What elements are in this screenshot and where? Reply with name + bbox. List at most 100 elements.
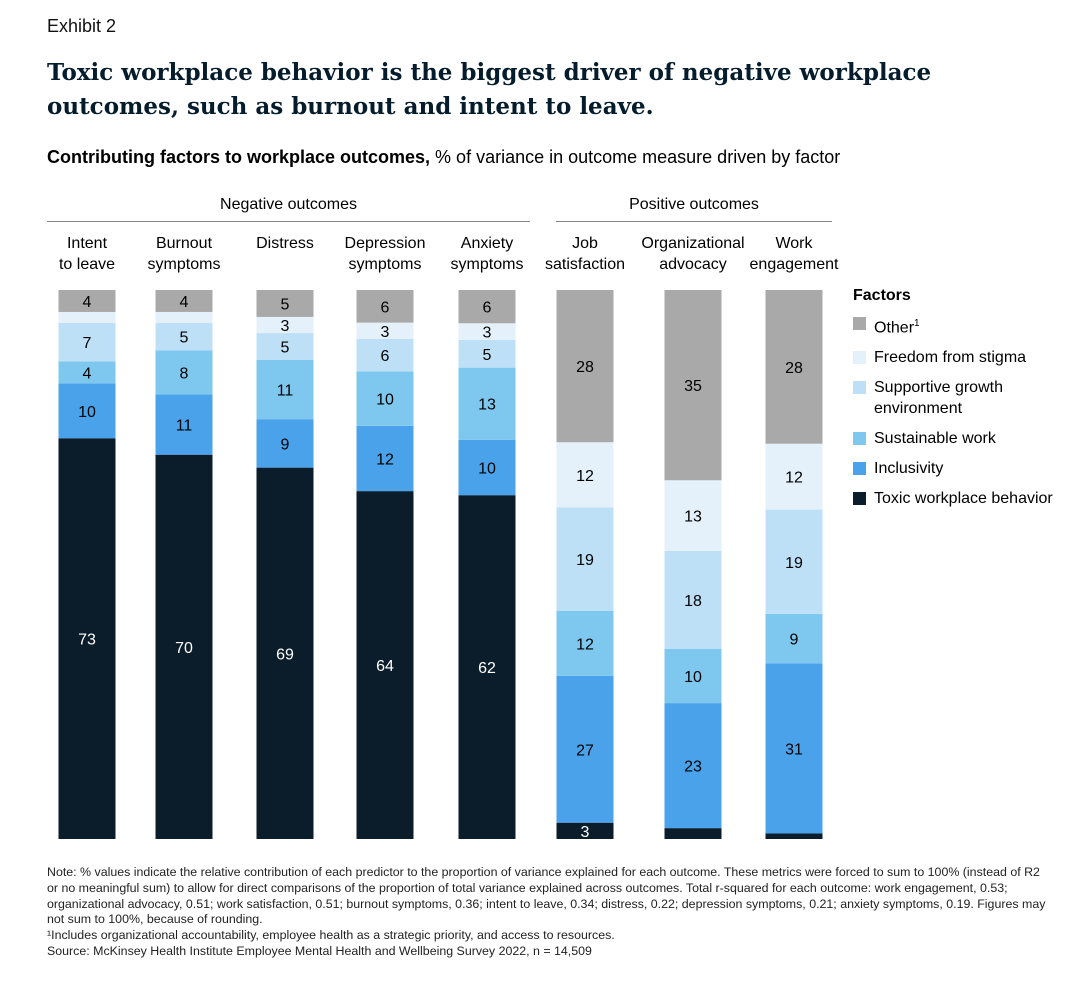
- value-label-anxiety-symptoms-inclusivity: 10: [478, 460, 496, 477]
- legend-label-other: Other1: [874, 318, 920, 337]
- bar-work-engagement-sustainable-work: [765, 613, 823, 664]
- value-label-intent-to-leave-other: 4: [83, 294, 92, 311]
- bar-job-satisfaction-sustainable-work: [556, 610, 614, 676]
- value-label-intent-to-leave-toxic-workplace-behavior: 73: [78, 632, 96, 649]
- legend-item-inclusivity: Inclusivity: [853, 458, 1053, 479]
- legend-swatch-other: [853, 317, 866, 330]
- bar-distress-sustainable-work: [256, 359, 314, 420]
- subtitle-rest: % of variance in outcome measure driven …: [430, 147, 841, 167]
- bar-distress-supportive-growth-environment: [256, 333, 314, 360]
- bar-depression-symptoms-supportive-growth-environment: [356, 338, 414, 372]
- footnote-text: ¹Includes organizational accountability,…: [47, 928, 615, 943]
- bar-depression-symptoms-sustainable-work: [356, 371, 414, 426]
- value-label-burnout-symptoms-other: 4: [180, 294, 189, 311]
- bar-organizational-advocacy-inclusivity: [664, 703, 722, 829]
- legend-swatch-toxic-workplace-behavior: [853, 492, 866, 506]
- value-label-job-satisfaction-inclusivity: 27: [576, 742, 594, 759]
- value-label-distress-other: 5: [281, 296, 290, 313]
- value-label-intent-to-leave-supportive-growth-environment: 7: [83, 335, 92, 352]
- value-label-job-satisfaction-freedom-from-stigma: 12: [576, 468, 594, 485]
- category-label-distress: Distress: [256, 235, 314, 252]
- legend-swatch-freedom-from-stigma: [853, 351, 866, 365]
- legend-item-toxic-workplace-behavior: Toxic workplace behavior: [853, 488, 1053, 509]
- category-label-job-satisfaction: Job satisfaction: [544, 235, 626, 273]
- chart-title: Toxic workplace behavior is the biggest …: [47, 59, 932, 120]
- bar-organizational-advocacy-other: [664, 290, 722, 481]
- bar-anxiety-symptoms-supportive-growth-environment: [458, 339, 516, 368]
- bar-job-satisfaction-other: [556, 290, 614, 443]
- value-label-burnout-symptoms-supportive-growth-environment: 5: [180, 330, 189, 347]
- subtitle-bold: Contributing factors to workplace outcom…: [47, 147, 431, 167]
- bar-burnout-symptoms-other: [155, 290, 213, 312]
- value-label-organizational-advocacy-freedom-from-stigma: 13: [684, 509, 702, 526]
- group-label-positive: Positive outcomes: [629, 196, 759, 213]
- legend-label-inclusivity: Inclusivity: [874, 460, 944, 478]
- value-label-organizational-advocacy-sustainable-work: 10: [684, 669, 702, 686]
- bar-depression-symptoms-other: [356, 290, 414, 323]
- legend-label-toxic-workplace-behavior: Toxic workplace behavior: [874, 490, 1053, 508]
- value-label-distress-freedom-from-stigma: 3: [281, 318, 290, 335]
- value-label-distress-sustainable-work: 11: [277, 383, 294, 400]
- value-label-work-engagement-freedom-from-stigma: 12: [785, 470, 803, 487]
- legend-swatch-inclusivity: [853, 462, 866, 476]
- note-text: Note: % values indicate the relative con…: [47, 865, 1046, 927]
- value-label-work-engagement-sustainable-work: 9: [790, 632, 799, 649]
- bar-job-satisfaction-inclusivity: [556, 675, 614, 823]
- bar-intent-to-leave-supportive-growth-environment: [58, 322, 116, 362]
- value-label-organizational-advocacy-inclusivity: 23: [684, 759, 702, 776]
- bar-job-satisfaction-freedom-from-stigma: [556, 442, 614, 508]
- bar-work-engagement-supportive-growth-environment: [765, 509, 823, 614]
- legend-item-freedom-from-stigma: Freedom from stigma: [853, 347, 1053, 368]
- bar-distress-inclusivity: [256, 419, 314, 468]
- bar-job-satisfaction-supportive-growth-environment: [556, 507, 614, 611]
- bar-work-engagement-inclusivity: [765, 663, 823, 834]
- bar-anxiety-symptoms-freedom-from-stigma: [458, 323, 516, 340]
- bar-intent-to-leave-toxic-workplace-behavior: [58, 438, 116, 839]
- bar-organizational-advocacy-supportive-growth-environment: [664, 550, 722, 649]
- value-label-job-satisfaction-other: 28: [576, 359, 594, 376]
- value-label-depression-symptoms-toxic-workplace-behavior: 64: [376, 658, 394, 675]
- value-label-anxiety-symptoms-toxic-workplace-behavior: 62: [478, 660, 496, 677]
- bar-intent-to-leave-inclusivity: [58, 383, 116, 439]
- category-label-anxiety-symptoms: Anxiety symptoms: [450, 235, 524, 273]
- value-label-burnout-symptoms-toxic-workplace-behavior: 70: [175, 640, 193, 657]
- bar-distress-other: [256, 290, 314, 317]
- value-label-depression-symptoms-freedom-from-stigma: 3: [381, 324, 390, 341]
- bar-depression-symptoms-toxic-workplace-behavior: [356, 491, 414, 839]
- value-label-distress-inclusivity: 9: [281, 436, 290, 453]
- bar-organizational-advocacy-sustainable-work: [664, 648, 722, 704]
- legend-swatch-supportive-growth-environment: [853, 381, 866, 395]
- value-label-intent-to-leave-inclusivity: 10: [78, 404, 96, 421]
- bar-anxiety-symptoms-sustainable-work: [458, 367, 516, 440]
- legend-title: Factors: [853, 287, 911, 304]
- chart-subtitle: Contributing factors to workplace outcom…: [47, 147, 840, 168]
- value-label-depression-symptoms-inclusivity: 12: [376, 452, 394, 469]
- value-label-intent-to-leave-sustainable-work: 4: [83, 365, 92, 382]
- value-label-anxiety-symptoms-other: 6: [483, 300, 492, 317]
- bar-anxiety-symptoms-toxic-workplace-behavior: [458, 495, 516, 839]
- value-label-burnout-symptoms-inclusivity: 11: [176, 418, 193, 435]
- value-label-organizational-advocacy-supportive-growth-environment: 18: [684, 593, 702, 610]
- value-label-job-satisfaction-toxic-workplace-behavior: 3: [581, 824, 590, 841]
- legend-item-sustainable-work: Sustainable work: [853, 428, 1053, 449]
- bar-organizational-advocacy-freedom-from-stigma: [664, 480, 722, 551]
- legend-label-supportive-growth-environment: Supportive growth environment: [874, 379, 1003, 418]
- legend-label-freedom-from-stigma: Freedom from stigma: [874, 349, 1027, 367]
- value-label-distress-toxic-workplace-behavior: 69: [276, 646, 294, 663]
- bar-burnout-symptoms-sustainable-work: [155, 350, 213, 395]
- category-label-organizational-advocacy: Organizational advocacy: [641, 235, 745, 273]
- bar-intent-to-leave-sustainable-work: [58, 361, 116, 384]
- bar-burnout-symptoms-freedom-from-stigma: [155, 311, 213, 323]
- legend-label-sustainable-work: Sustainable work: [874, 430, 996, 448]
- legend-item-supportive-growth-environment: Supportive growth environment: [853, 377, 1053, 419]
- chart-notes: Note: % values indicate the relative con…: [47, 865, 1047, 960]
- bar-anxiety-symptoms-inclusivity: [458, 439, 516, 496]
- category-label-burnout-symptoms: Burnout symptoms: [147, 235, 221, 273]
- group-divider-positive: [556, 221, 832, 222]
- value-label-work-engagement-inclusivity: 31: [785, 741, 803, 758]
- bar-distress-toxic-workplace-behavior: [256, 467, 314, 839]
- bar-intent-to-leave-other: [58, 290, 116, 312]
- group-divider-negative: [47, 221, 530, 222]
- bar-work-engagement-other: [765, 290, 823, 444]
